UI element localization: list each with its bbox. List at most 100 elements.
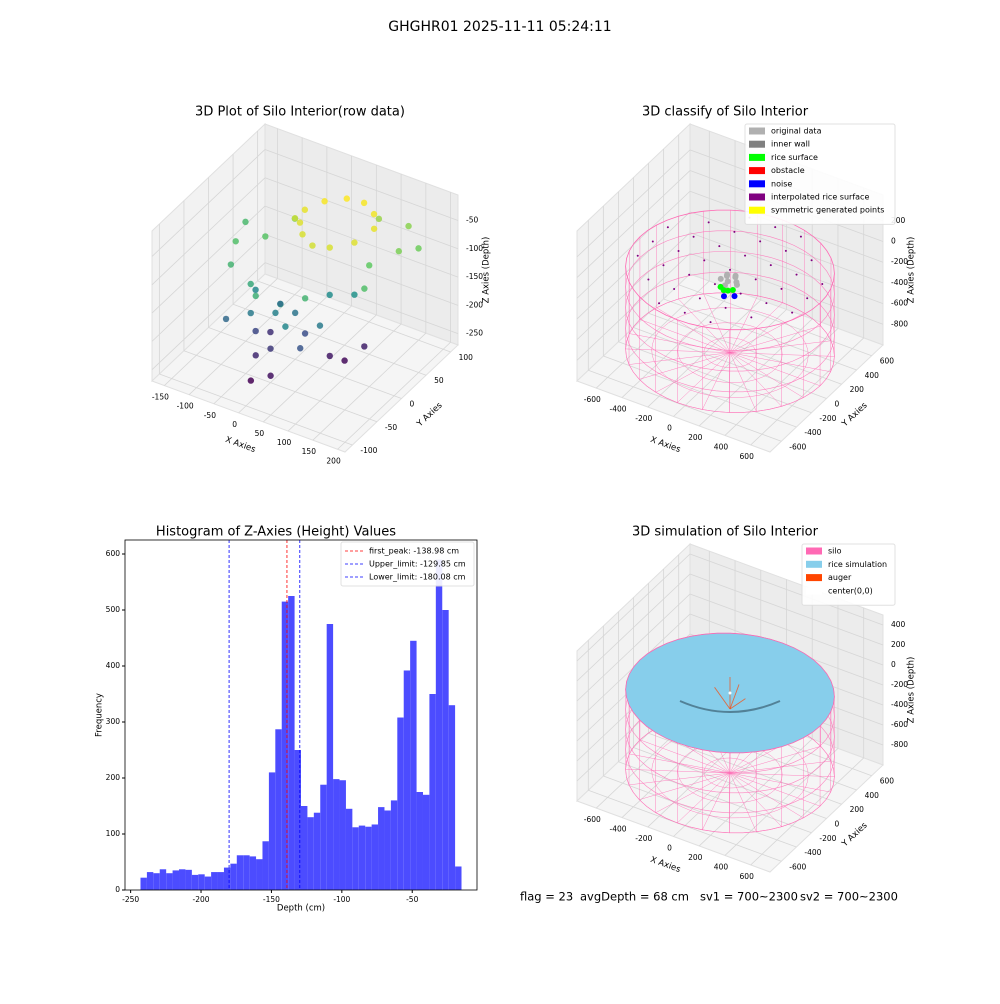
point (341, 357, 348, 364)
bar (397, 717, 404, 890)
point (301, 295, 309, 302)
x-tick-label: 400 (714, 442, 729, 451)
bar (378, 807, 385, 890)
legend-label: obstacle (771, 166, 805, 175)
point (370, 210, 378, 218)
point (277, 300, 284, 307)
point (227, 261, 235, 268)
point (769, 264, 772, 267)
bar (249, 856, 257, 890)
grid-line (576, 149, 691, 258)
x-tick-label: -150 (263, 895, 280, 904)
rice-depression (679, 700, 781, 713)
bar (185, 869, 192, 890)
x-tick-label: 200 (326, 456, 341, 465)
point (821, 283, 824, 286)
legend-label: rice simulation (828, 560, 887, 569)
point (247, 377, 255, 384)
y-tick-label: 400 (865, 791, 880, 800)
y-tick-label: 100 (459, 353, 474, 362)
point (252, 292, 259, 300)
z-axis-label: Z Axies (Depth) (907, 657, 917, 724)
silo-spoke (678, 298, 731, 353)
point (731, 293, 738, 300)
legend-box (340, 541, 475, 587)
point (267, 372, 274, 379)
point (636, 254, 639, 257)
grid-line (689, 553, 884, 626)
z-tick-label: -150 (466, 272, 483, 281)
z-axis-label: Z Axies (Depth) (482, 237, 492, 304)
subplot-title: 3D classify of Silo Interior (642, 105, 809, 120)
grid-line (159, 373, 353, 446)
bar (422, 794, 430, 890)
bar (403, 670, 411, 890)
bar (223, 867, 231, 890)
legend-swatch (749, 127, 765, 135)
point (647, 278, 650, 281)
point (370, 225, 378, 232)
grid-line (689, 573, 884, 646)
point (351, 291, 358, 298)
grid-line (689, 252, 884, 325)
bar (326, 624, 334, 890)
silo-spoke (729, 295, 758, 353)
y-tick-label: 200 (850, 805, 865, 814)
point (296, 219, 304, 226)
silo-spoke (625, 348, 731, 353)
grid-line (576, 593, 691, 702)
grid-line (618, 341, 812, 414)
point (326, 291, 333, 299)
grid-line (151, 177, 266, 286)
bar (236, 855, 244, 890)
y-tick-label: 300 (106, 717, 121, 726)
bar (301, 806, 308, 890)
grid-line (576, 232, 691, 340)
point (297, 345, 304, 352)
point (395, 248, 403, 255)
plot-frame (124, 539, 478, 891)
bar (172, 870, 180, 890)
y-tick-label: 50 (434, 376, 444, 385)
legend-swatch (749, 206, 765, 214)
silo-spoke (677, 352, 731, 403)
x-tick-label: 0 (232, 420, 237, 429)
center-point (728, 691, 732, 695)
y-tick-label: 100 (106, 829, 121, 838)
point (658, 302, 661, 305)
x-tick-label: 400 (714, 862, 729, 871)
grid-line (208, 327, 402, 399)
bar (146, 872, 154, 890)
grid-line (689, 211, 884, 284)
bar (442, 610, 449, 890)
legend-label: first_peak: -138.98 cm (369, 547, 459, 556)
grid-line (576, 573, 691, 682)
footer-flag: flag = 23 (520, 890, 573, 904)
point (683, 311, 686, 314)
z-tick-label: -200 (891, 680, 908, 689)
y-tick-label: -100 (360, 446, 377, 455)
point (291, 215, 299, 222)
grid-line (648, 312, 842, 385)
bar (256, 859, 263, 890)
silo-spoke (729, 746, 821, 774)
point (272, 309, 279, 317)
z-tick-label: -400 (891, 700, 908, 709)
legend-label: symmetric generated points (771, 206, 884, 215)
y-tick-label: 600 (106, 549, 121, 558)
z-tick-label: -600 (891, 720, 908, 729)
silo-ring (625, 251, 835, 372)
grid-line (689, 190, 884, 263)
y-tick-label: -600 (789, 442, 806, 451)
bar (345, 808, 353, 890)
x-tick-label: -600 (584, 395, 601, 404)
x-tick-label: -200 (193, 895, 210, 904)
y-tick-label: 0 (115, 885, 120, 894)
point (267, 345, 274, 352)
legend-label: original data (771, 127, 822, 136)
point (282, 323, 289, 330)
point (262, 233, 269, 240)
subplot-title: Histogram of Z-Axies (Height) Values (156, 525, 396, 540)
bar (429, 694, 436, 890)
y-tick-label: 500 (106, 605, 121, 614)
